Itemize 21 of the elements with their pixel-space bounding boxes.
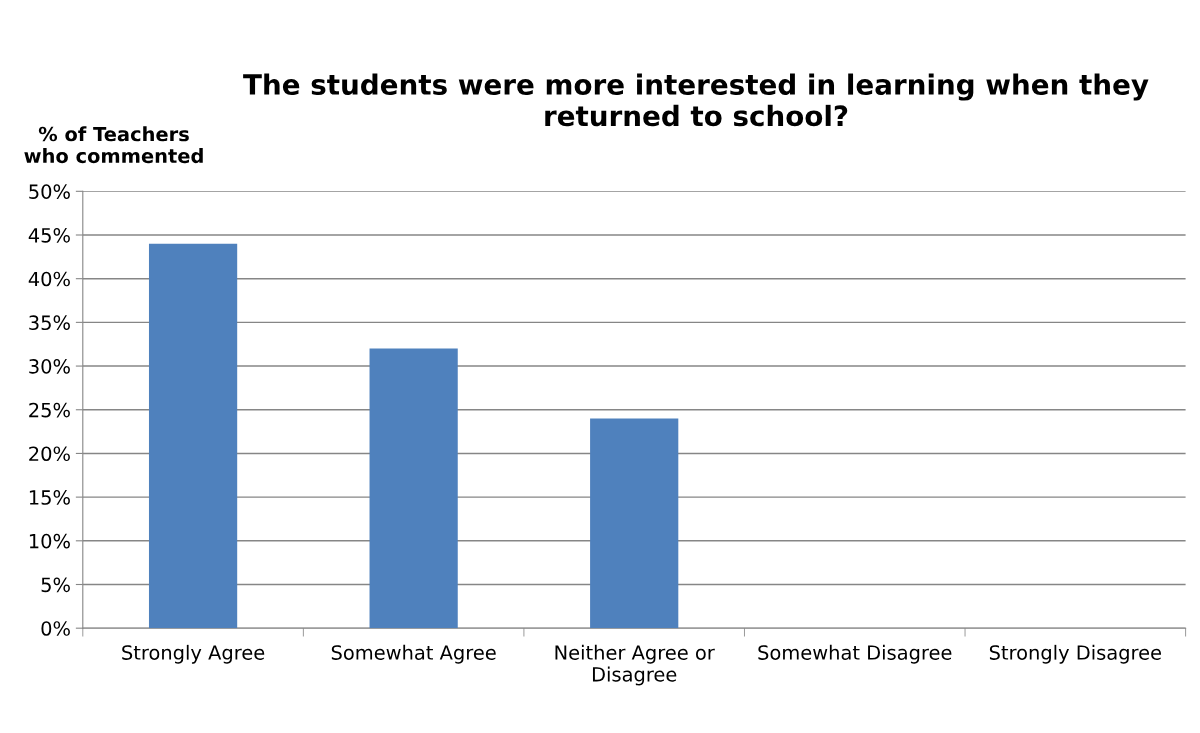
y-tick-label: 15%	[29, 490, 70, 505]
chart-title: The students were more interested in learning when they returned to school?	[243, 73, 1149, 127]
bar	[369, 348, 458, 629]
y-tick-label: 10%	[29, 533, 70, 549]
y-tick-label: 30%	[29, 359, 70, 374]
y-tick-label: 35%	[29, 315, 70, 331]
y-tick-label: 45%	[28, 227, 70, 243]
y-tick-label: 40%	[28, 271, 70, 287]
x-tick-label: Somewhat Agree	[331, 644, 496, 664]
y-axis-title: % of Teachers who commented	[24, 126, 203, 164]
y-tick-label: 50%	[29, 184, 70, 199]
x-tick-label: Strongly Agree	[122, 644, 265, 664]
x-tick-label: Somewhat Disagree	[758, 644, 952, 664]
y-tick-label: 0%	[41, 621, 70, 636]
bar	[148, 243, 238, 629]
y-tick-label: 20%	[29, 446, 70, 462]
x-tick-label: Neither Agree or Disagree	[555, 644, 715, 686]
bar	[590, 418, 679, 629]
y-tick-label: 5%	[41, 577, 70, 593]
x-tick-label: Strongly Disagree	[989, 644, 1161, 664]
y-tick-label: 25%	[29, 402, 70, 418]
